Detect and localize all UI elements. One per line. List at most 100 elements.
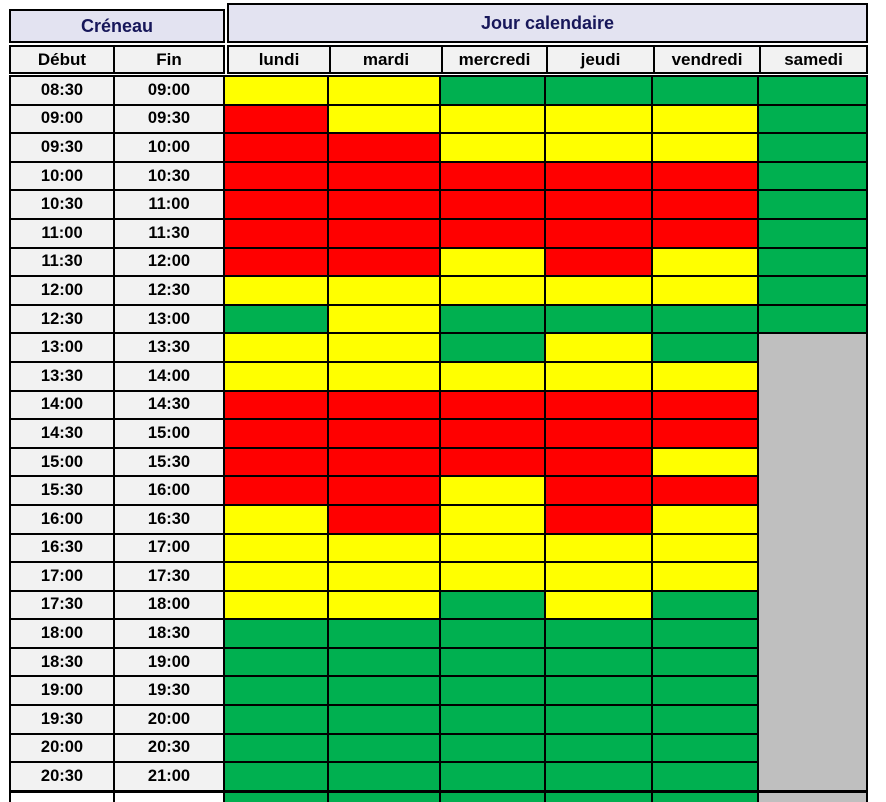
slot-cell-lundi-09:00 xyxy=(225,105,327,133)
slot-cell-vendredi-19:00 xyxy=(653,677,757,705)
time-header-row: Début Fin xyxy=(9,45,225,74)
slot-cell-lundi-10:00 xyxy=(225,162,327,190)
slot-cell-samedi-11:30 xyxy=(759,248,866,276)
slot-cell-samedi-12:00 xyxy=(759,277,866,304)
slot-cell-lundi-12:30 xyxy=(225,305,327,333)
slot-cell-mercredi-11:30 xyxy=(441,248,544,276)
slot-cell-mardi-12:00 xyxy=(329,277,439,304)
time-cell-fin: 11:30 xyxy=(115,219,223,247)
slot-cell-vendredi-15:00 xyxy=(653,448,757,476)
slot-cell-vendredi-09:00 xyxy=(653,105,757,133)
slot-cell-jeudi-15:00 xyxy=(546,448,651,476)
schedule-grid: 08:30 09:00 09:00 09:30 09:30 10:00 10:00 10:30… xyxy=(9,75,868,792)
slot-cell-mardi-13:00 xyxy=(329,334,439,361)
creneau-group-header: Créneau xyxy=(9,9,225,43)
day-column-header-mercredi: mercredi xyxy=(443,47,546,72)
slot-cell-lundi-15:00 xyxy=(225,448,327,476)
slot-cell-samedi-gray-block xyxy=(759,334,866,790)
day-column-header-vendredi: vendredi xyxy=(655,47,759,72)
slot-cell-lundi-16:30 xyxy=(225,534,327,562)
time-cell-fin: 19:00 xyxy=(115,648,223,676)
slot-cell-vendredi-11:00 xyxy=(653,219,757,247)
slot-cell-mardi-20:00 xyxy=(329,734,439,762)
slot-cell-vendredi-20:00 xyxy=(653,734,757,762)
time-cell-fin: 18:30 xyxy=(115,620,223,647)
slot-cell-mercredi-10:30 xyxy=(441,191,544,218)
time-cell-fin: 20:30 xyxy=(115,734,223,762)
slot-cell-lundi-11:30 xyxy=(225,248,327,276)
time-cell-debut: 19:30 xyxy=(11,706,113,733)
slot-cell-vendredi-18:30 xyxy=(653,648,757,676)
slot-cell-mardi-16:30 xyxy=(329,534,439,562)
slot-cell-lundi-18:30 xyxy=(225,648,327,676)
partial-time-cell xyxy=(11,793,113,802)
slot-cell-mardi-20:30 xyxy=(329,763,439,790)
slot-cell-jeudi-16:00 xyxy=(546,505,651,533)
slot-cell-vendredi-13:00 xyxy=(653,334,757,361)
slot-cell-lundi-19:30 xyxy=(225,706,327,733)
slot-cell-lundi-12:00 xyxy=(225,277,327,304)
time-cell-debut: 20:30 xyxy=(11,763,113,790)
slot-cell-mardi-10:30 xyxy=(329,191,439,218)
slot-cell-lundi-11:00 xyxy=(225,219,327,247)
slot-cell-mercredi-09:00 xyxy=(441,105,544,133)
partial-bottom-row xyxy=(9,792,868,802)
slot-cell-vendredi-19:30 xyxy=(653,706,757,733)
slot-cell-mardi-18:00 xyxy=(329,620,439,647)
time-cell-fin: 13:00 xyxy=(115,305,223,333)
slot-cell-samedi-09:00 xyxy=(759,105,866,133)
slot-cell-vendredi-16:30 xyxy=(653,534,757,562)
time-cell-fin: 12:30 xyxy=(115,277,223,304)
time-cell-debut: 09:00 xyxy=(11,105,113,133)
slot-cell-vendredi-18:00 xyxy=(653,620,757,647)
slot-cell-mardi-14:30 xyxy=(329,420,439,447)
day-column-header-jeudi: jeudi xyxy=(548,47,653,72)
slot-cell-jeudi-19:30 xyxy=(546,706,651,733)
slot-cell-vendredi-12:00 xyxy=(653,277,757,304)
slot-cell-jeudi-13:30 xyxy=(546,362,651,390)
time-cell-debut: 12:00 xyxy=(11,277,113,304)
slot-cell-vendredi-09:30 xyxy=(653,134,757,161)
slot-cell-jeudi-17:30 xyxy=(546,591,651,619)
slot-cell-mercredi-19:30 xyxy=(441,706,544,733)
slot-cell-vendredi-12:30 xyxy=(653,305,757,333)
slot-cell-mercredi-13:00 xyxy=(441,334,544,361)
slot-cell-jeudi-16:30 xyxy=(546,534,651,562)
slot-cell-mercredi-15:00 xyxy=(441,448,544,476)
slot-cell-lundi-17:30 xyxy=(225,591,327,619)
slot-cell-vendredi-20:30 xyxy=(653,763,757,790)
slot-cell-mardi-14:00 xyxy=(329,391,439,419)
time-cell-debut: 14:30 xyxy=(11,420,113,447)
creneau-group-label: Créneau xyxy=(80,15,154,36)
slot-cell-mercredi-15:30 xyxy=(441,477,544,504)
slot-cell-vendredi-16:00 xyxy=(653,505,757,533)
time-cell-debut: 19:00 xyxy=(11,677,113,705)
slot-cell-vendredi-17:30 xyxy=(653,591,757,619)
time-cell-debut: 10:30 xyxy=(11,191,113,218)
partial-slot-cell-mercredi xyxy=(441,793,544,802)
time-cell-debut: 11:00 xyxy=(11,219,113,247)
slot-cell-jeudi-20:30 xyxy=(546,763,651,790)
slot-cell-mardi-09:00 xyxy=(329,105,439,133)
slot-cell-mardi-17:00 xyxy=(329,563,439,590)
slot-cell-lundi-08:30 xyxy=(225,77,327,104)
slot-cell-vendredi-10:30 xyxy=(653,191,757,218)
slot-cell-lundi-20:30 xyxy=(225,763,327,790)
slot-cell-vendredi-14:30 xyxy=(653,420,757,447)
slot-cell-mercredi-10:00 xyxy=(441,162,544,190)
slot-cell-jeudi-09:00 xyxy=(546,105,651,133)
time-cell-fin: 11:00 xyxy=(115,191,223,218)
slot-cell-mardi-11:30 xyxy=(329,248,439,276)
time-cell-fin: 19:30 xyxy=(115,677,223,705)
slot-cell-vendredi-10:00 xyxy=(653,162,757,190)
slot-cell-jeudi-12:30 xyxy=(546,305,651,333)
slot-cell-jeudi-09:30 xyxy=(546,134,651,161)
slot-cell-mercredi-14:30 xyxy=(441,420,544,447)
time-cell-debut: 14:00 xyxy=(11,391,113,419)
slot-cell-lundi-19:00 xyxy=(225,677,327,705)
slot-cell-lundi-14:30 xyxy=(225,420,327,447)
slot-cell-mardi-17:30 xyxy=(329,591,439,619)
slot-cell-vendredi-13:30 xyxy=(653,362,757,390)
slot-cell-mercredi-16:00 xyxy=(441,505,544,533)
slot-cell-lundi-13:00 xyxy=(225,334,327,361)
